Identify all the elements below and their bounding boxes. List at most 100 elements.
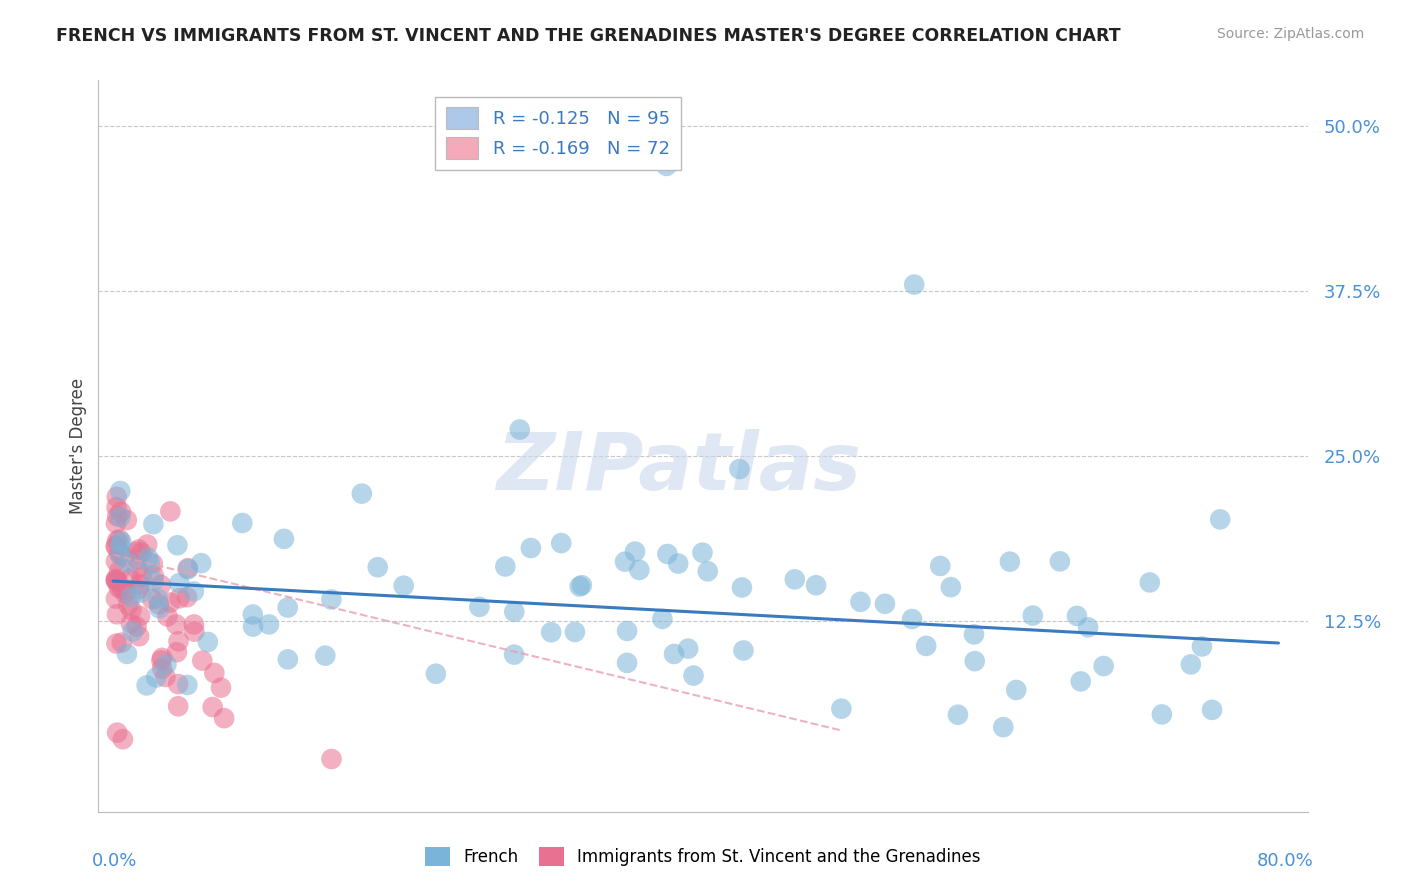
Point [273, 532, 295, 546]
Point [568, 580, 591, 594]
Point [108, 533, 131, 547]
Point [190, 556, 212, 570]
Point [503, 648, 526, 662]
Point [662, 647, 685, 661]
Point [804, 578, 827, 592]
Point [125, 619, 148, 633]
Point [321, 752, 343, 766]
Point [167, 576, 190, 591]
Point [666, 557, 689, 571]
Point [142, 557, 165, 571]
Point [177, 561, 200, 575]
Point [783, 572, 806, 586]
Point [946, 707, 969, 722]
Point [616, 624, 638, 638]
Point [993, 720, 1015, 734]
Point [939, 580, 962, 594]
Point [494, 559, 516, 574]
Point [115, 647, 138, 661]
Point [148, 598, 170, 612]
Text: Source: ZipAtlas.com: Source: ZipAtlas.com [1216, 27, 1364, 41]
Point [728, 462, 751, 476]
Point [231, 516, 253, 530]
Point [141, 592, 163, 607]
Point [314, 648, 336, 663]
Point [183, 617, 205, 632]
Text: FRENCH VS IMMIGRANTS FROM ST. VINCENT AND THE GRENADINES MASTER'S DEGREE CORRELA: FRENCH VS IMMIGRANTS FROM ST. VINCENT AN… [56, 27, 1121, 45]
Point [142, 517, 165, 532]
Point [963, 627, 986, 641]
Point [136, 538, 159, 552]
Point [873, 597, 896, 611]
Point [108, 547, 131, 561]
Point [367, 560, 389, 574]
Point [616, 656, 638, 670]
Point [128, 542, 150, 557]
Point [915, 639, 938, 653]
Point [167, 677, 190, 691]
Point [110, 505, 132, 519]
Point [110, 510, 132, 524]
Point [468, 599, 491, 614]
Point [129, 577, 152, 591]
Point [104, 572, 127, 586]
Point [1201, 703, 1223, 717]
Point [651, 612, 673, 626]
Point [159, 504, 181, 518]
Point [142, 574, 165, 588]
Point [146, 591, 169, 606]
Point [129, 546, 152, 560]
Point [183, 584, 205, 599]
Point [105, 500, 128, 515]
Point [655, 159, 678, 173]
Point [202, 665, 225, 680]
Point [111, 582, 134, 596]
Point [257, 617, 280, 632]
Point [657, 547, 679, 561]
Point [120, 616, 142, 631]
Point [830, 701, 852, 715]
Point [142, 568, 165, 582]
Point [392, 579, 415, 593]
Point [110, 548, 132, 562]
Point [183, 624, 205, 639]
Point [149, 578, 172, 592]
Point [117, 556, 139, 570]
Point [138, 556, 160, 570]
Point [115, 513, 138, 527]
Point [145, 671, 167, 685]
Point [120, 572, 142, 586]
Point [1180, 657, 1202, 672]
Point [628, 563, 651, 577]
Point [120, 590, 142, 604]
Point [129, 609, 152, 624]
Point [520, 541, 543, 555]
Point [696, 564, 718, 578]
Point [105, 607, 128, 622]
Point [105, 725, 128, 739]
Point [104, 516, 127, 531]
Point [135, 678, 157, 692]
Point [509, 423, 531, 437]
Point [1139, 575, 1161, 590]
Point [104, 540, 127, 554]
Point [242, 607, 264, 622]
Point [131, 570, 153, 584]
Point [176, 591, 198, 605]
Point [1022, 608, 1045, 623]
Point [201, 700, 224, 714]
Point [1077, 620, 1099, 634]
Point [114, 586, 136, 600]
Point [849, 595, 872, 609]
Point [105, 533, 128, 548]
Point [903, 277, 925, 292]
Point [731, 581, 754, 595]
Point [165, 617, 187, 632]
Point [108, 581, 131, 595]
Legend: French, Immigrants from St. Vincent and the Grenadines: French, Immigrants from St. Vincent and … [418, 838, 988, 875]
Point [177, 562, 200, 576]
Point [128, 629, 150, 643]
Point [277, 652, 299, 666]
Point [104, 574, 127, 588]
Point [321, 592, 343, 607]
